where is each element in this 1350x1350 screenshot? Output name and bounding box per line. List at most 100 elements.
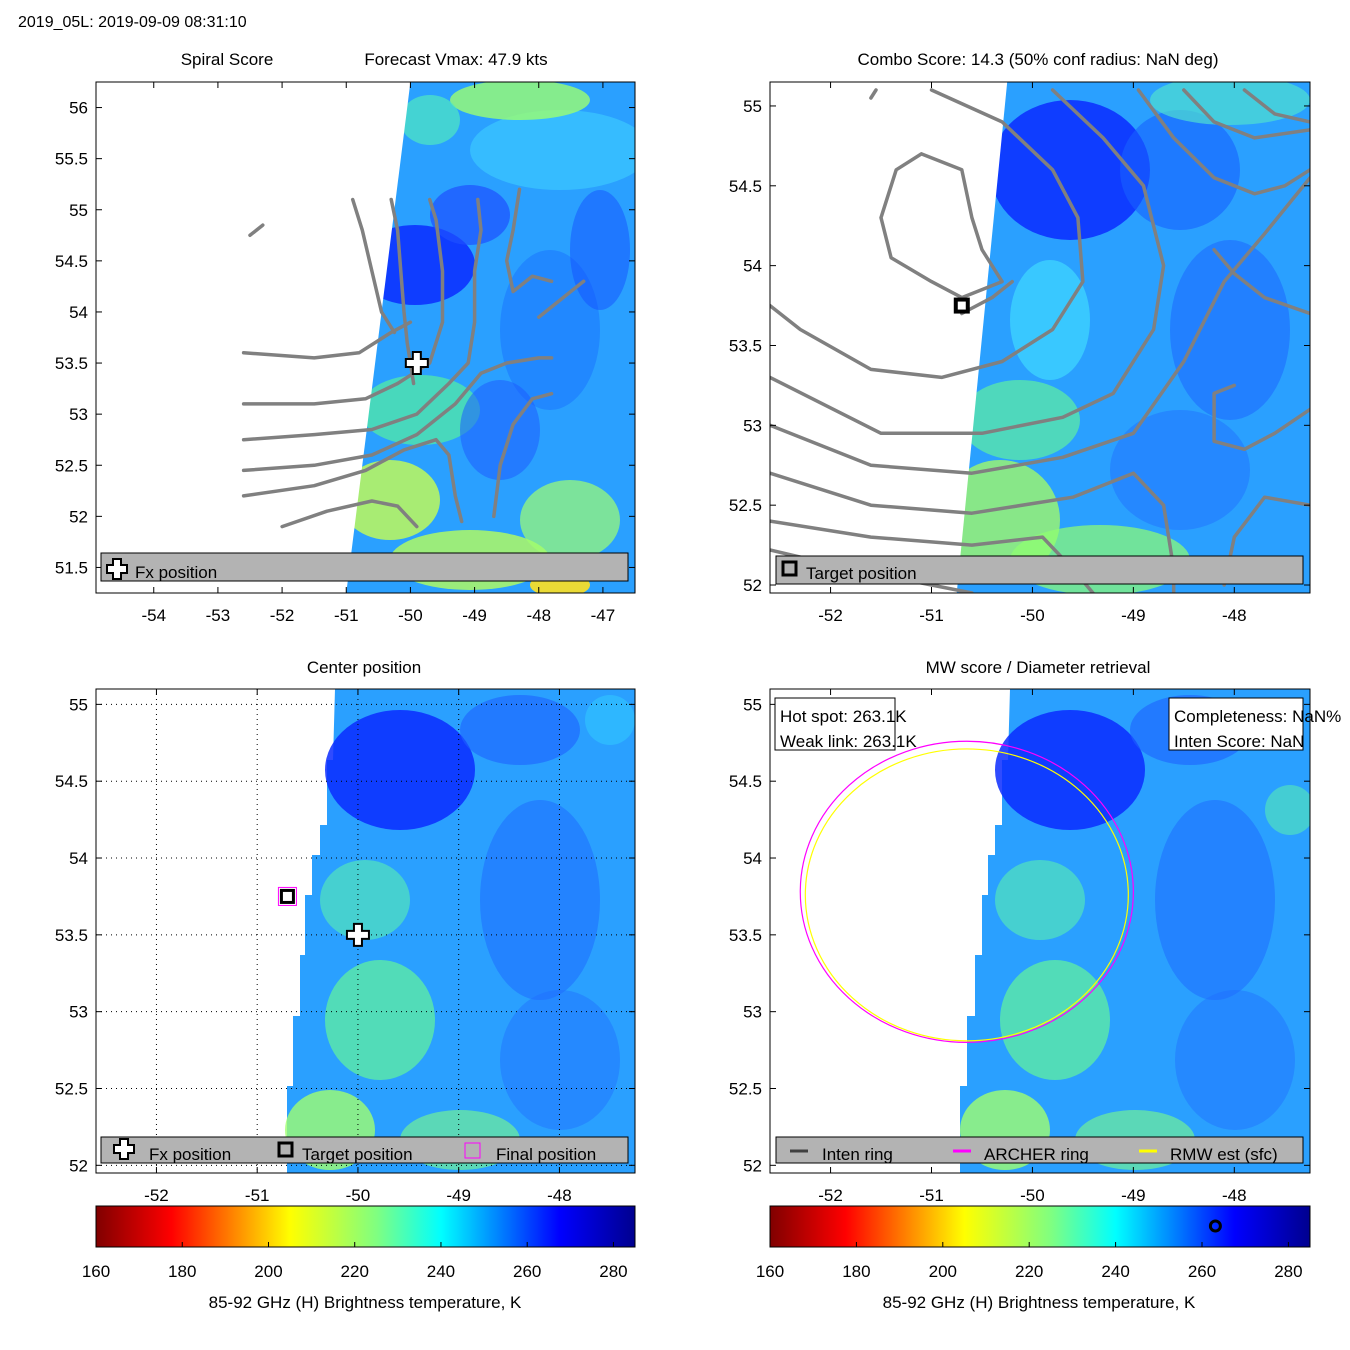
combo-contours [770, 88, 1310, 593]
spiral-xtick-label: -51 [334, 606, 359, 625]
spiral-contour-line [241, 437, 464, 524]
mw-rmw-ring [804, 748, 1129, 1042]
mw-legend-rmw-label: RMW est (sfc) [1170, 1145, 1278, 1164]
spiral-title: Spiral Score [181, 50, 274, 69]
center-legend: Fx position Target position Final positi… [100, 1136, 629, 1164]
center-xtick-label: -52 [144, 1186, 169, 1205]
mw-hotspot-box: Hot spot: 263.1K Weak link: 263.1K [774, 697, 917, 751]
mw-ytick-label: 55 [743, 695, 762, 714]
center-xtick-label: -50 [346, 1186, 371, 1205]
cb_left-tick-label: 260 [513, 1262, 541, 1281]
combo-contour-line [1212, 383, 1310, 452]
combo-contour-line [960, 279, 1014, 316]
cb_right-tick-label: 160 [756, 1262, 784, 1281]
spiral-xtick-label: -48 [526, 606, 551, 625]
combo-ytick-label: 54.5 [729, 177, 762, 196]
center-legend-final-square-icon [464, 1142, 481, 1159]
combo-contour-line [869, 88, 878, 100]
center-ytick-label: 52 [69, 1156, 88, 1175]
spiral-ytick-label: 54.5 [55, 252, 88, 271]
colorbar-right-label: 85-92 GHz (H) Brightness temperature, K [883, 1293, 1196, 1312]
cb_right-tick-label: 260 [1188, 1262, 1216, 1281]
combo-xtick-label: -52 [818, 606, 843, 625]
colorbar-left-label: 85-92 GHz (H) Brightness temperature, K [209, 1293, 522, 1312]
center-ytick-label: 55 [69, 695, 88, 714]
mw-legend: Inten ring ARCHER ring RMW est (sfc) [775, 1136, 1304, 1164]
combo-xtick-label: -50 [1020, 606, 1045, 625]
spiral-xtick-label: -54 [141, 606, 166, 625]
colorbar-right: 160 180 200 220 240 260 280 85-92 GHz (H) Brig… [756, 1205, 1311, 1312]
spiral-ytick-label: 52 [69, 507, 88, 526]
combo-target-marker [953, 297, 970, 314]
spiral-contour-line [280, 499, 419, 529]
combo-contour-line [770, 88, 1085, 380]
combo-ytick-label: 55 [743, 97, 762, 116]
spiral-contour-line [248, 223, 265, 238]
cb_left-tick-label: 200 [254, 1262, 282, 1281]
center-ytick-label: 52.5 [55, 1079, 88, 1098]
combo-ytick-label: 54 [743, 257, 762, 276]
combo-contour-line [1136, 88, 1310, 196]
mw-weaklink-text: Weak link: 263.1K [780, 732, 917, 751]
center-ytick-label: 54 [69, 849, 88, 868]
combo-contour-line [770, 176, 1310, 475]
spiral-contour-line [537, 279, 586, 319]
spiral-xtick-label: -53 [206, 606, 231, 625]
cb_right-tick-label: 240 [1101, 1262, 1129, 1281]
panel-mw: MW score / Diameter retrieval -52 -51 -50 -… [729, 658, 1341, 1205]
mw-ytick-label: 52.5 [729, 1079, 762, 1098]
cb_right-tick-label: 200 [929, 1262, 957, 1281]
spiral-legend: Fx position [100, 552, 629, 582]
center-ytick-label: 53 [69, 1003, 88, 1022]
center-ytick-label: 53.5 [55, 926, 88, 945]
center-legend-square-icon [277, 1141, 294, 1158]
combo-ytick-label: 53 [743, 416, 762, 435]
center-xtick-label: -51 [245, 1186, 270, 1205]
spiral-contour-line [241, 320, 413, 360]
panel-spiral: Spiral Score Forecast Vmax: 47.9 kts [55, 50, 636, 625]
spiral-contour-line [241, 197, 483, 442]
center-legend-plus-icon [113, 1138, 135, 1160]
spiral-xtick-label: -50 [398, 606, 423, 625]
combo-contour-line [770, 88, 1166, 436]
cb_right-tick-label: 180 [842, 1262, 870, 1281]
cb_right-tick-label: 220 [1015, 1262, 1043, 1281]
figure-title: 2019_05L: 2019-09-09 08:31:10 [18, 14, 247, 31]
combo-xtick-label: -49 [1121, 606, 1146, 625]
center-xtick-label: -49 [446, 1186, 471, 1205]
spiral-contour-line [241, 197, 445, 406]
mw-xtick-label: -51 [919, 1186, 944, 1205]
spiral-swath-mask [96, 82, 411, 593]
colorbar-hotspot-marker [1208, 1219, 1222, 1233]
spiral-ytick-label: 51.5 [55, 558, 88, 577]
spiral-contour-line [350, 197, 397, 335]
spiral-ytick-label: 55.5 [55, 150, 88, 169]
center-target-marker [279, 888, 295, 904]
spiral-ytick-label: 52.5 [55, 456, 88, 475]
center-title: Center position [307, 658, 421, 677]
center-legend-final-label: Final position [496, 1145, 596, 1164]
center-grid [96, 689, 635, 1173]
mw-legend-archer-label: ARCHER ring [984, 1145, 1089, 1164]
center-ytick-label: 54.5 [55, 772, 88, 791]
combo-xtick-label: -48 [1222, 606, 1247, 625]
mw-legend-inten-label: Inten ring [822, 1145, 893, 1164]
mw-ytick-label: 54 [743, 849, 762, 868]
combo-contour-line [1242, 88, 1310, 124]
spiral-ytick-label: 55 [69, 201, 88, 220]
mw-ytick-label: 53 [743, 1003, 762, 1022]
spiral-contour-line [492, 391, 554, 519]
mw-field [960, 689, 1310, 1173]
panel-combo: Combo Score: 14.3 (50% conf radius: NaN … [729, 50, 1311, 625]
spiral-xtick-label: -49 [462, 606, 487, 625]
mw-xtick-label: -49 [1121, 1186, 1146, 1205]
cb_left-tick-label: 280 [599, 1262, 627, 1281]
mw-ytick-label: 54.5 [729, 772, 762, 791]
spiral-contours [241, 187, 586, 529]
cb_left-tick-label: 220 [341, 1262, 369, 1281]
spiral-ytick-label: 53 [69, 405, 88, 424]
mw-xtick-label: -52 [818, 1186, 843, 1205]
combo-ytick-label: 53.5 [729, 336, 762, 355]
spiral-vmax-title: Forecast Vmax: 47.9 kts [364, 50, 547, 69]
